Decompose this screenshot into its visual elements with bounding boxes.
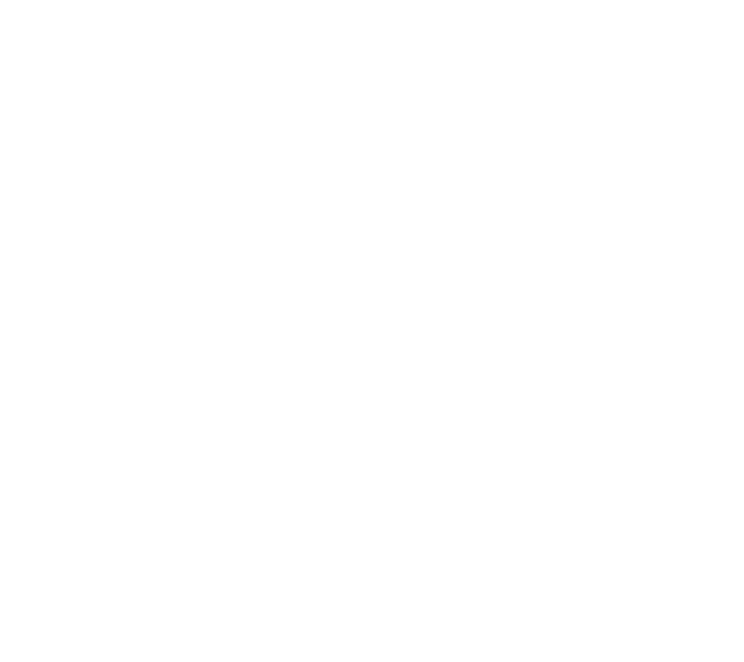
Text: miR-449b: miR-449b <box>405 506 452 515</box>
Text: -: - <box>472 305 475 314</box>
Text: *: * <box>537 150 543 163</box>
Text: -: - <box>492 506 495 515</box>
Bar <box>511 170 569 279</box>
Bar <box>26 172 84 279</box>
Bar <box>624 252 682 279</box>
Bar <box>568 367 659 477</box>
Text: +: + <box>582 291 589 301</box>
Bar <box>138 172 196 279</box>
Text: +: + <box>650 305 656 314</box>
Text: +: + <box>610 506 618 515</box>
Text: Control: Control <box>417 491 452 500</box>
Text: +: + <box>164 291 171 301</box>
Text: miR-449b: miR-449b <box>0 305 26 314</box>
Legend: WT, Mutant: WT, Mutant <box>680 156 725 176</box>
Text: *: * <box>611 345 617 358</box>
Text: inhibitor: inhibitor <box>402 320 444 328</box>
Text: CRC cells were transfected with an miR-449b mimic, inhibitor, or their negative : CRC cells were transfected with an miR-4… <box>22 596 612 604</box>
Y-axis label: Relative MMP2 mRNA level: Relative MMP2 mRNA level <box>406 346 415 473</box>
Bar <box>150 412 241 477</box>
Bar <box>444 253 502 279</box>
Text: -: - <box>651 291 655 301</box>
Text: -: - <box>54 305 57 314</box>
Text: Control: Control <box>0 491 34 500</box>
Text: -: - <box>233 291 236 301</box>
Text: mRNA and the MMP2 protein level was detected using qRT-PCR and western blot, res: mRNA and the MMP2 protein level was dete… <box>22 609 606 618</box>
Text: -: - <box>166 305 169 314</box>
Text: inhibitor: inhibitor <box>410 521 452 530</box>
Y-axis label: Relative luciferase activity: Relative luciferase activity <box>414 152 424 278</box>
Legend: WT, Mutant: WT, Mutant <box>262 156 307 176</box>
Bar <box>448 423 539 477</box>
Text: +: + <box>537 305 544 314</box>
Text: mimic: mimic <box>4 521 34 530</box>
Bar <box>30 364 121 477</box>
Text: +: + <box>118 305 126 314</box>
Text: (A) MMP2 3’UTR contained miR-449b binding sites according: (A) MMP2 3’UTR contained miR-449b bindin… <box>436 542 713 550</box>
Bar <box>557 253 615 279</box>
Bar <box>93 226 151 279</box>
Text: mimic: mimic <box>0 320 26 328</box>
Text: -: - <box>612 491 615 500</box>
Text: -: - <box>584 305 587 314</box>
Text: Control: Control <box>408 291 444 301</box>
Bar <box>205 185 263 279</box>
Text: *P<0.05 compared with the control.: *P<0.05 compared with the control. <box>22 636 185 645</box>
Text: +: + <box>231 305 238 314</box>
Text: miR-449b: miR-449b <box>0 506 34 515</box>
Text: 449b mimic or the miR-449b inhibitor. *P<0.05 compared with the control. (C) The: 449b mimic or the miR-449b inhibitor. *P… <box>22 582 624 591</box>
Text: +: + <box>469 291 477 301</box>
Text: MiR-449b was a negative regulator of MMP2 in CRC cells.: MiR-449b was a negative regulator of MMP… <box>75 542 371 550</box>
Text: +: + <box>71 491 79 500</box>
Text: *: * <box>119 206 125 219</box>
Text: +: + <box>490 491 497 500</box>
Text: +: + <box>51 291 59 301</box>
Text: +: + <box>192 506 199 515</box>
Text: Figure 3.: Figure 3. <box>22 542 68 550</box>
Text: miR-449b: miR-449b <box>397 305 444 314</box>
Text: miR-449b  3’ cggucGAUUGUUAUGUGACGGa 5’
               ||   |   |   ||||||||
WT.M: miR-449b 3’ cggucGAUUGUUAUGUGACGGa 5’ ||… <box>238 21 513 74</box>
Text: -: - <box>74 506 77 515</box>
Text: -: - <box>194 491 197 500</box>
Text: to a sequence analysis (microrna.org). The potential binding sites and their mut: to a sequence analysis (microrna.org). T… <box>22 555 623 564</box>
Text: Control: Control <box>0 291 26 301</box>
Text: *: * <box>193 391 199 404</box>
Text: -: - <box>539 291 542 301</box>
Text: assay was conducted to explore the interaction between MMP2 3’UTR and miR-449b. : assay was conducted to explore the inter… <box>22 569 634 577</box>
Text: -: - <box>121 291 124 301</box>
Text: A: A <box>65 13 77 27</box>
Text: control for the miR-449b mimic, mimic control; right: the control was the negati: control for the miR-449b mimic, mimic co… <box>22 623 630 632</box>
